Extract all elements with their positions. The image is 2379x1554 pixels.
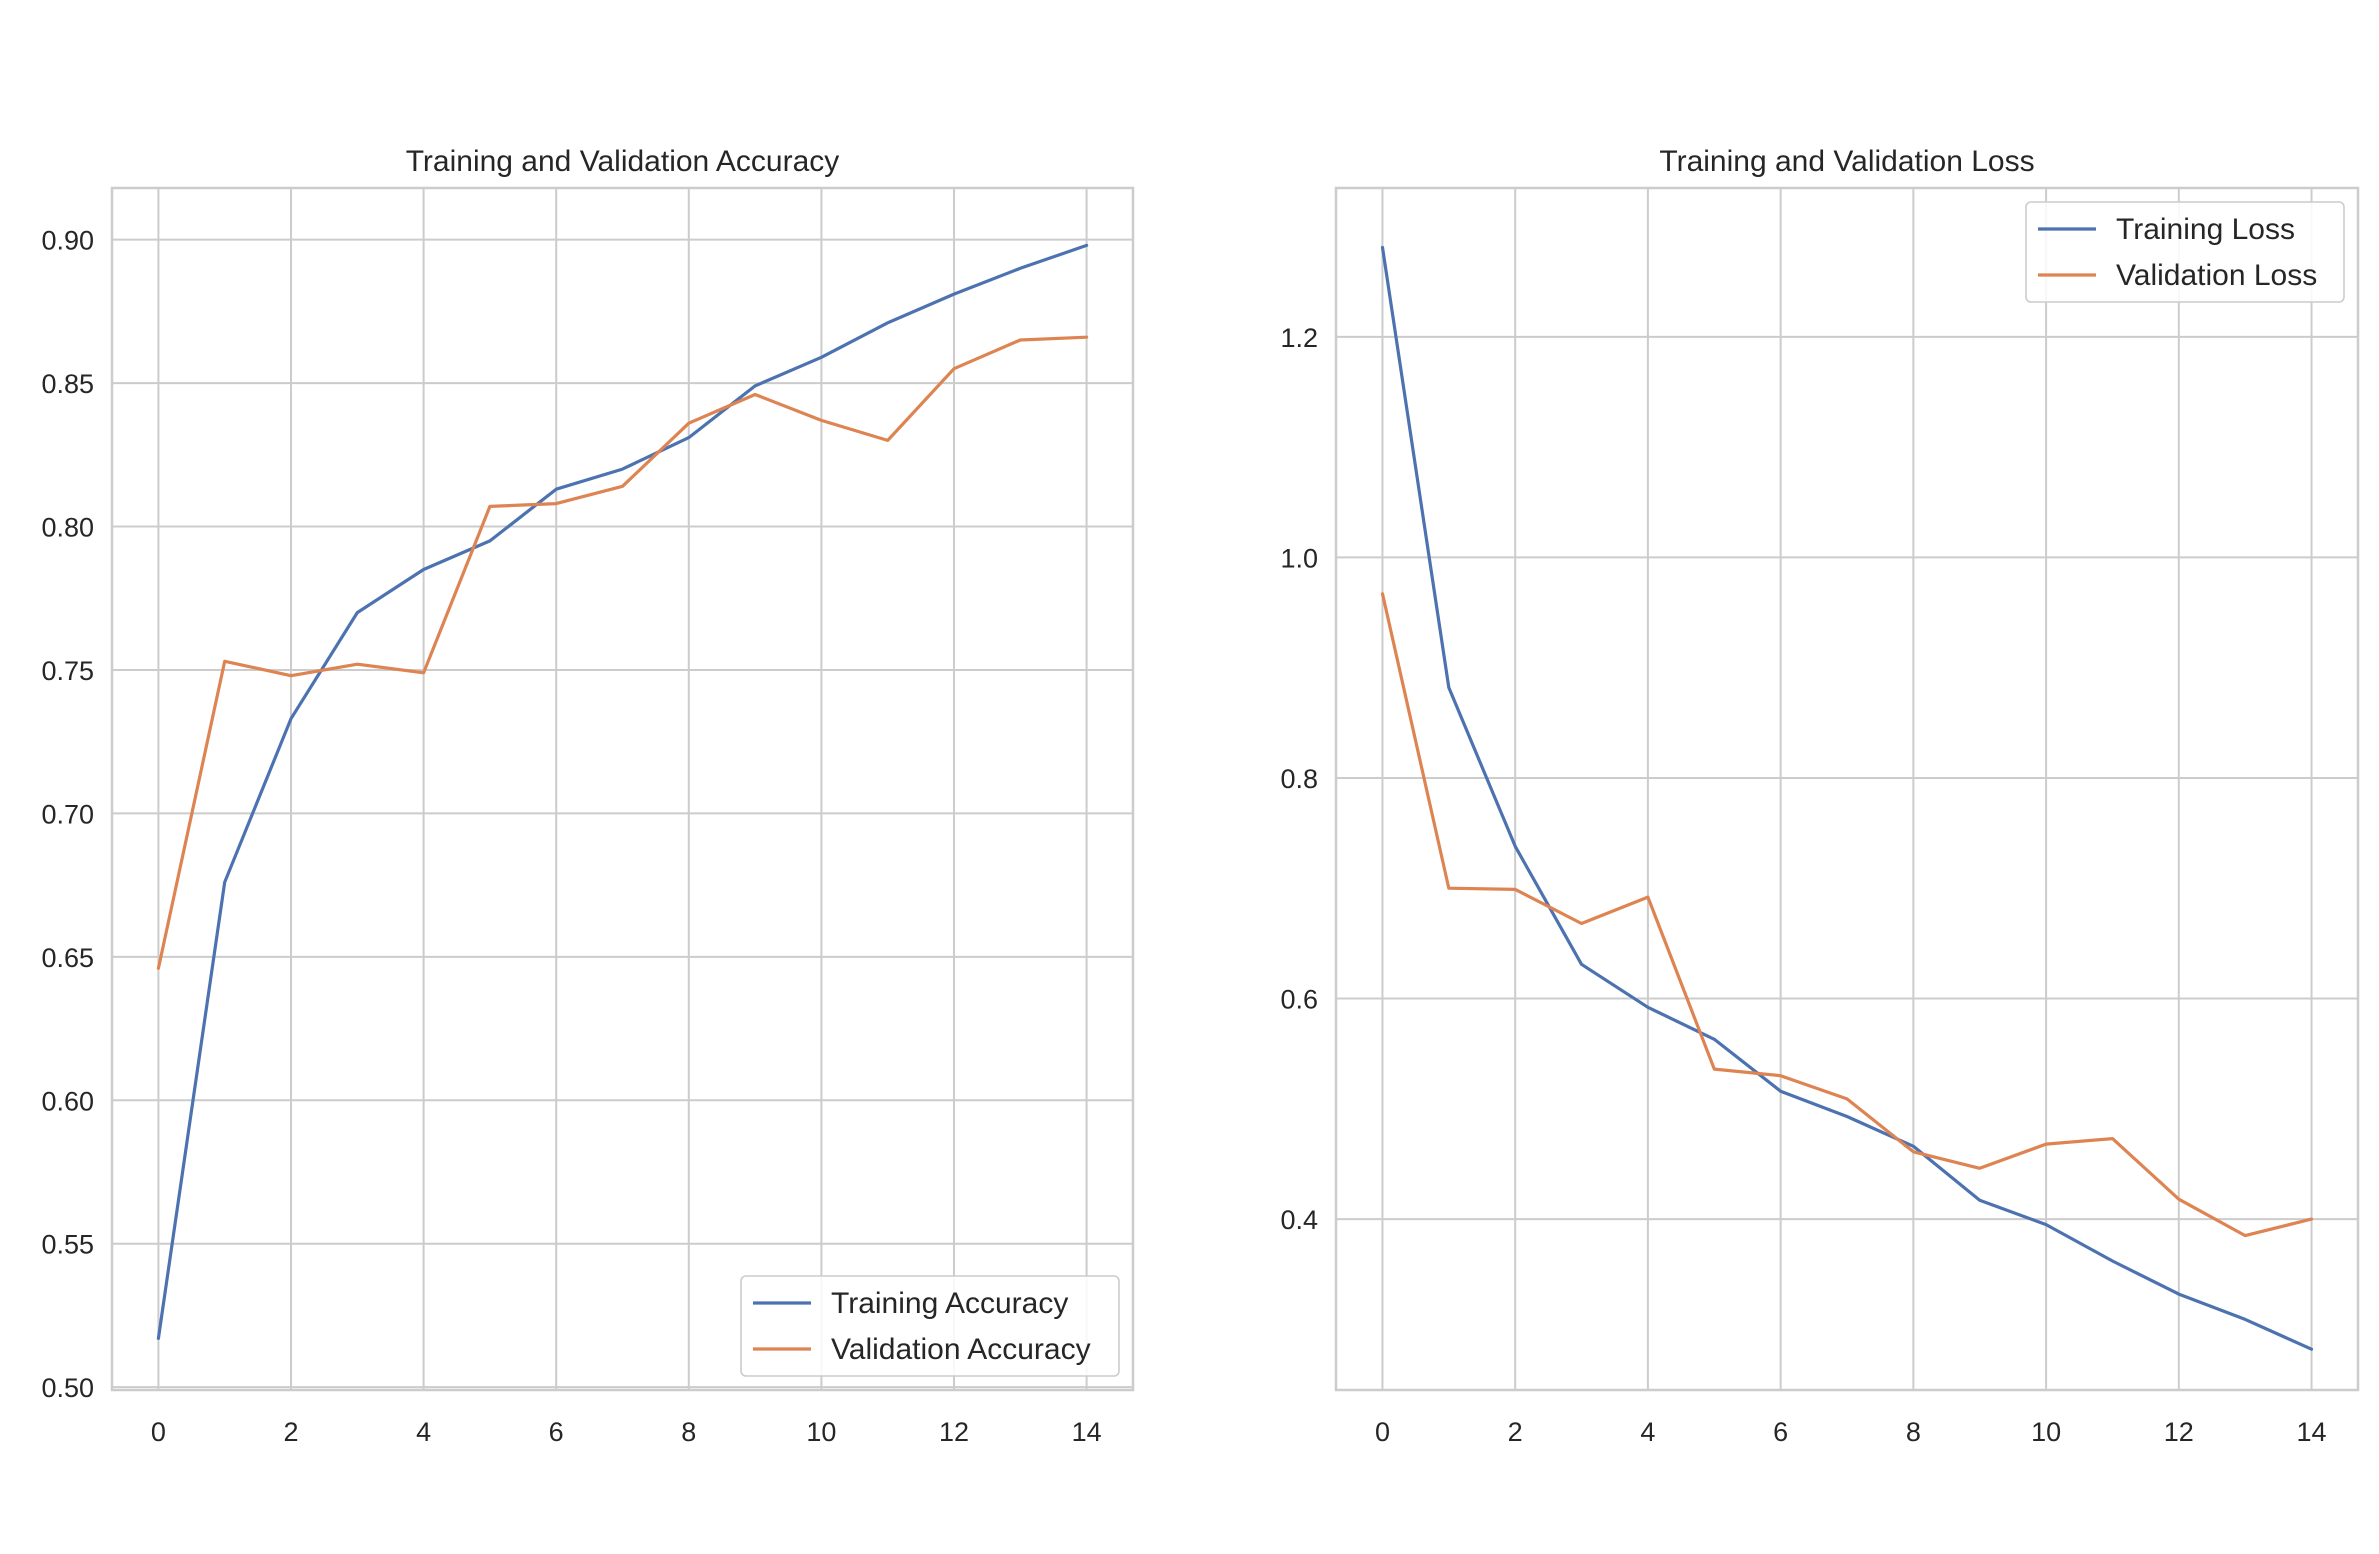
x-tick-label: 4 bbox=[416, 1417, 431, 1447]
chart-title: Training and Validation Loss bbox=[1659, 145, 2034, 178]
y-tick-label: 0.70 bbox=[41, 799, 94, 829]
legend-label: Training Loss bbox=[2116, 213, 2295, 246]
y-tick-label: 0.90 bbox=[41, 226, 94, 256]
legend-box bbox=[2025, 201, 2345, 303]
x-tick-label: 10 bbox=[2031, 1417, 2061, 1447]
x-tick-label: 14 bbox=[1072, 1417, 1102, 1447]
plot-frame bbox=[110, 186, 1135, 1392]
accuracy-chart: 0 2 4 6 8 10 12 14 0.50 0.55 0.60 0.65 0.70 0.75 0.80 0… bbox=[41, 145, 1135, 1447]
y-tick-label: 0.4 bbox=[1280, 1205, 1318, 1235]
x-tick-label: 2 bbox=[1508, 1417, 1523, 1447]
chart-title: Training and Validation Accuracy bbox=[406, 145, 840, 178]
y-tick-label: 0.65 bbox=[41, 943, 94, 973]
x-tick-label: 0 bbox=[1375, 1417, 1390, 1447]
legend-label: Training Accuracy bbox=[831, 1287, 1068, 1320]
y-tick-label: 0.8 bbox=[1280, 764, 1318, 794]
y-tick-label: 0.50 bbox=[41, 1373, 94, 1403]
y-tick-label: 0.60 bbox=[41, 1086, 94, 1116]
series-line-training bbox=[1380, 245, 2314, 1351]
x-tick-label: 12 bbox=[2164, 1417, 2194, 1447]
y-tick-label: 0.55 bbox=[41, 1230, 94, 1260]
x-tick-label: 2 bbox=[283, 1417, 298, 1447]
y-tick-label: 1.0 bbox=[1280, 543, 1318, 573]
series-line-validation bbox=[1380, 592, 2314, 1238]
y-tick-label: 0.80 bbox=[41, 513, 94, 543]
legend: Training Loss Validation Loss bbox=[2025, 201, 2345, 303]
series-line-validation bbox=[156, 335, 1089, 970]
series-line-training bbox=[156, 243, 1089, 1341]
legend: Training Accuracy Validation Accuracy bbox=[740, 1275, 1120, 1377]
plot-frame bbox=[1334, 186, 2360, 1392]
y-tick-label: 0.75 bbox=[41, 656, 94, 686]
legend-box bbox=[740, 1275, 1120, 1377]
x-tick-label: 6 bbox=[1773, 1417, 1788, 1447]
legend-label: Validation Loss bbox=[2116, 259, 2317, 292]
y-tick-label: 0.85 bbox=[41, 369, 94, 399]
x-tick-label: 10 bbox=[806, 1417, 836, 1447]
x-tick-label: 8 bbox=[1906, 1417, 1921, 1447]
x-tick-label: 0 bbox=[151, 1417, 166, 1447]
x-tick-label: 8 bbox=[681, 1417, 696, 1447]
y-tick-label: 0.6 bbox=[1280, 985, 1318, 1015]
x-tick-label: 4 bbox=[1640, 1417, 1655, 1447]
x-tick-label: 6 bbox=[549, 1417, 564, 1447]
x-tick-label: 12 bbox=[939, 1417, 969, 1447]
x-tick-label: 14 bbox=[2297, 1417, 2327, 1447]
loss-chart: 0 2 4 6 8 10 12 14 0.4 0.6 0.8 1.0 1.2 Training and V… bbox=[1280, 145, 2360, 1447]
legend-label: Validation Accuracy bbox=[831, 1333, 1091, 1366]
y-tick-label: 1.2 bbox=[1280, 323, 1318, 353]
